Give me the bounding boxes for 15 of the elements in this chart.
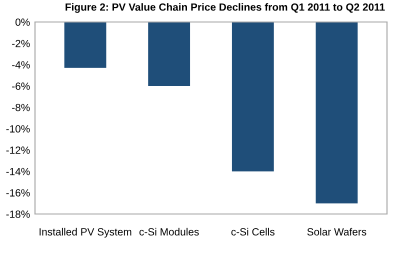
x-tick-label: c-Si Cells (231, 228, 275, 236)
y-tick-label: -4% (12, 61, 30, 69)
y-tick-label: -10% (6, 125, 30, 133)
y-tick-label: -8% (12, 104, 30, 112)
y-tick-label: -14% (6, 168, 30, 176)
y-tick-label: -16% (6, 189, 30, 197)
y-tick-label: -2% (12, 40, 30, 48)
x-tick-label: c-Si Modules (139, 228, 199, 236)
y-tick-label: -18% (6, 210, 30, 218)
x-tick-label: Solar Wafers (307, 228, 366, 236)
chart-title: Figure 2: PV Value Chain Price Declines from Q1 2011 to Q2 2011 (66, 3, 385, 13)
y-tick-label: 0% (15, 18, 30, 26)
y-tick-label: -6% (12, 82, 30, 90)
x-tick-label: Installed PV System (40, 228, 132, 238)
y-tick-label: -12% (6, 146, 30, 154)
